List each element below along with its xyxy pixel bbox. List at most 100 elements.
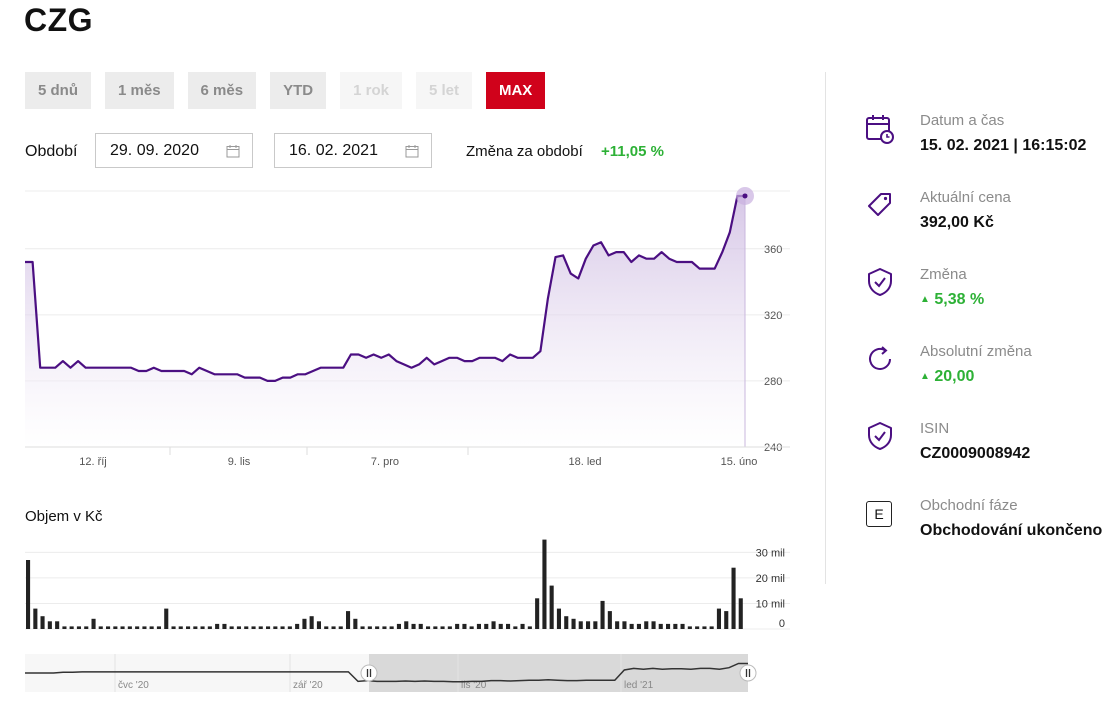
volume-bar [178, 626, 183, 629]
volume-bar [98, 626, 103, 629]
info-label: Změna [920, 266, 967, 283]
volume-bar [586, 621, 591, 629]
volume-bar [535, 598, 540, 629]
volume-bar [520, 623, 525, 629]
vertical-divider [825, 72, 826, 584]
volume-bar [309, 616, 314, 629]
volume-bar [280, 626, 285, 629]
range-5d-button[interactable]: 5 dnů [25, 72, 91, 109]
e-box-icon: E [866, 501, 892, 527]
date-from-field[interactable]: 29. 09. 2020 [95, 133, 253, 168]
range-1m-button[interactable]: 1 měs [105, 72, 174, 109]
y-tick-label: 320 [764, 310, 782, 322]
volume-bar [26, 560, 31, 629]
date-to-field[interactable]: 16. 02. 2021 [274, 133, 432, 168]
info-value: 15. 02. 2021 | 16:15:02 [920, 137, 1087, 154]
volume-bar [236, 626, 241, 629]
period-label: Období [25, 142, 78, 160]
volume-bar [375, 626, 380, 629]
volume-bar [658, 623, 663, 629]
volume-bar [142, 626, 147, 629]
y-tick-label: 280 [764, 376, 782, 388]
volume-chart[interactable]: 0 10 mil 20 mil 30 mil [0, 535, 800, 635]
volume-bar [193, 626, 198, 629]
volume-bar [33, 608, 38, 629]
volume-bar [666, 623, 671, 629]
y-tick-label: 20 mil [756, 573, 785, 585]
volume-bar [716, 608, 721, 629]
date-from-value: 29. 09. 2020 [110, 141, 199, 159]
volume-bar [680, 623, 685, 629]
volume-bar [447, 626, 452, 629]
volume-bar [549, 585, 554, 629]
volume-bar [404, 621, 409, 629]
volume-bar [47, 621, 52, 629]
refresh-icon [869, 346, 891, 370]
volume-bar [491, 621, 496, 629]
x-tick-label: 9. lis [228, 456, 251, 468]
range-ytd-button[interactable]: YTD [270, 72, 327, 109]
volume-bar [324, 626, 329, 629]
period-change-value: +11,05 % [601, 143, 664, 160]
volume-bar [564, 616, 569, 629]
price-tag-icon [868, 193, 891, 216]
navigator-handle[interactable] [739, 664, 757, 682]
range-5y-button: 5 let [415, 72, 472, 109]
volume-bar [651, 621, 656, 629]
calendar-icon[interactable] [405, 144, 419, 158]
volume-bar [251, 626, 256, 629]
price-area [25, 196, 745, 447]
range-1y-button: 1 rok [340, 72, 402, 109]
range-max-button[interactable]: MAX [485, 72, 546, 109]
volume-bar [156, 626, 161, 629]
volume-bar [367, 626, 372, 629]
navigator-chart[interactable]: čvc '20 zář '20 lis '20 led '21 [0, 652, 800, 700]
volume-bar [287, 626, 292, 629]
volume-bar [476, 623, 481, 629]
volume-bar [302, 618, 307, 629]
info-label: ISIN [920, 420, 950, 437]
navigator-tick-label: lis '20 [461, 680, 487, 691]
volume-bar [207, 626, 212, 629]
volume-bar [527, 626, 532, 629]
price-chart[interactable]: 240 280 320 360 12. říj 9. lis 7. pro 18. led 15… [0, 185, 800, 475]
volume-bar [607, 611, 612, 629]
volume-bar [709, 626, 714, 629]
volume-bar [636, 623, 641, 629]
calendar-clock-icon [866, 115, 894, 144]
volume-bar [273, 626, 278, 629]
volume-bar [244, 626, 249, 629]
x-tick-label: 15. úno [721, 456, 758, 468]
shield-check-icon [868, 422, 892, 450]
up-arrow-icon: ▲ [920, 371, 930, 382]
calendar-icon[interactable] [226, 144, 240, 158]
volume-bar [338, 626, 343, 629]
info-label: Obchodní fáze [920, 497, 1018, 514]
volume-bar [513, 626, 518, 629]
volume-bar [498, 623, 503, 629]
volume-bar [40, 616, 45, 629]
volume-bar [135, 626, 140, 629]
volume-bar [171, 626, 176, 629]
volume-bar [738, 598, 743, 629]
volume-bar [200, 626, 205, 629]
volume-bar [731, 567, 736, 629]
volume-bar [55, 621, 60, 629]
volume-bar [258, 626, 263, 629]
volume-bar [316, 621, 321, 629]
up-arrow-icon: ▲ [920, 294, 930, 305]
range-selector: 5 dnů 1 měs 6 měs YTD 1 rok 5 let MAX [25, 72, 546, 109]
range-6m-button[interactable]: 6 měs [187, 72, 257, 109]
volume-bar [215, 623, 220, 629]
x-tick-label: 18. led [568, 456, 601, 468]
y-tick-label: 30 mil [756, 547, 785, 559]
info-value-text: 20,00 [934, 368, 975, 385]
navigator-handle[interactable] [360, 664, 378, 682]
navigator-line [25, 662, 748, 683]
volume-bar [556, 608, 561, 629]
volume-bar [433, 626, 438, 629]
volume-bar [113, 626, 118, 629]
volume-bar [673, 623, 678, 629]
volume-bar [360, 626, 365, 629]
y-tick-label: 10 mil [756, 598, 785, 610]
